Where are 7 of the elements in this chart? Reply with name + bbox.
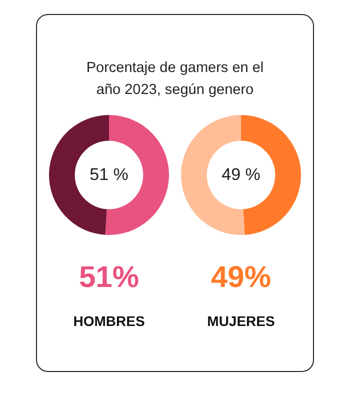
- text: MUJERES: [207, 313, 275, 329]
- text: 49 %: [220, 164, 262, 186]
- text: 51%: [78, 261, 140, 295]
- text: HOMBRES: [73, 313, 145, 329]
- text: 49%: [210, 261, 272, 295]
- chart-title: Porcentaje de gamers en el año 2023, según genero: [85, 59, 265, 100]
- text: 51 %: [88, 164, 130, 186]
